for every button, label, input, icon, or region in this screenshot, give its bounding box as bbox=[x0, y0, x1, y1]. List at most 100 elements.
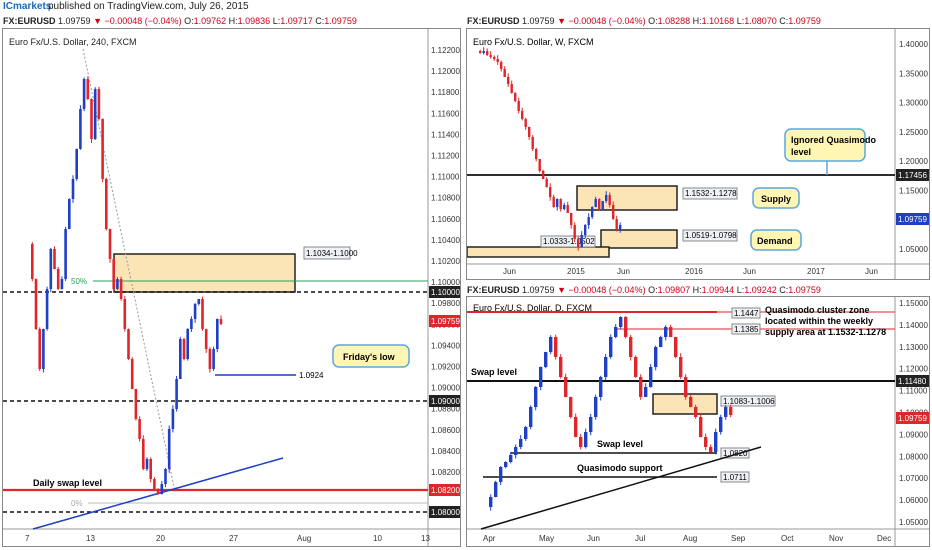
axis-tick-label: 1.05000 bbox=[899, 245, 928, 254]
axis-tick-label: 1.06000 bbox=[899, 496, 928, 505]
candle-body bbox=[669, 327, 673, 337]
time-tick-label: 27 bbox=[229, 534, 238, 543]
candle-body bbox=[64, 229, 67, 279]
low-zone-label: 1.0333-1.0502 bbox=[543, 237, 595, 246]
axis-tick-label: 1.05000 bbox=[899, 518, 928, 527]
daily-candles[interactable] bbox=[489, 316, 733, 511]
candle-body bbox=[93, 89, 97, 139]
candle-body bbox=[549, 187, 552, 197]
candle-body bbox=[212, 349, 215, 369]
candle-body bbox=[679, 357, 683, 377]
weekly-candles[interactable] bbox=[479, 47, 622, 251]
tag-1-17456 bbox=[896, 169, 929, 181]
candle-body bbox=[514, 93, 517, 101]
candle-body bbox=[684, 377, 688, 397]
candle-body bbox=[554, 337, 558, 357]
axis-tick-label: 1.08800 bbox=[431, 405, 460, 414]
candle-body bbox=[97, 89, 101, 119]
symbol: FX:EURUSD bbox=[467, 285, 520, 295]
chart-panel-h4[interactable]: Euro Fx/U.S. Dollar, 240, FXCM 1.1034-1.… bbox=[2, 28, 461, 547]
supply-zone-label: 1.1532-1.1278 bbox=[685, 189, 737, 198]
candle-body bbox=[482, 51, 485, 53]
weekly-supply-zone[interactable] bbox=[576, 185, 678, 211]
candle-body bbox=[729, 407, 733, 415]
candle-body bbox=[82, 79, 86, 109]
candle-body bbox=[608, 195, 611, 205]
candle-body bbox=[53, 249, 56, 269]
candle-body bbox=[153, 479, 156, 489]
qm-label-1447: 1.1447 bbox=[734, 309, 759, 318]
fib-0-label: 0% bbox=[71, 499, 83, 508]
fib-diagonal[interactable] bbox=[82, 48, 176, 493]
candle-body bbox=[34, 279, 38, 329]
candle-body bbox=[119, 279, 123, 299]
candle-body bbox=[186, 329, 189, 359]
last-price: 1.09759 bbox=[58, 16, 91, 26]
candle-body bbox=[201, 299, 204, 329]
axis-tick-label: 1.12000 bbox=[431, 67, 460, 76]
time-tick-label: Apr bbox=[483, 534, 496, 543]
time-tick-label: Aug bbox=[683, 534, 697, 543]
chart-panel-daily[interactable]: Euro Fx/U.S. Dollar, D, FXCM 1.1447 1.13… bbox=[466, 296, 930, 547]
tag-1-10000 bbox=[429, 286, 460, 298]
candle-body bbox=[493, 57, 496, 59]
last-price: 1.09759 bbox=[522, 285, 555, 295]
low-value: 1.09242 bbox=[744, 285, 777, 295]
time-tick-label: Jul bbox=[635, 534, 645, 543]
axis-tick-label: 1.30000 bbox=[899, 99, 928, 108]
close-value: 1.09759 bbox=[324, 16, 357, 26]
tag-text: 1.08000 bbox=[431, 508, 460, 517]
axis-tick-label: 1.10600 bbox=[431, 215, 460, 224]
candle-body bbox=[594, 199, 597, 207]
price-change: ▼ −0.00048 (−0.04%) bbox=[557, 285, 646, 295]
candle-body bbox=[127, 329, 130, 359]
high-value: 1.10168 bbox=[701, 16, 735, 26]
tag-text: 1.11480 bbox=[898, 377, 927, 386]
axis-tick-label: 1.09200 bbox=[431, 363, 460, 372]
symbol: FX:EURUSD bbox=[467, 16, 520, 26]
candle-body bbox=[724, 407, 728, 417]
candle-body bbox=[639, 377, 643, 397]
tag-current-price bbox=[896, 213, 929, 225]
candle-body bbox=[179, 339, 182, 379]
candle-body bbox=[509, 455, 513, 462]
time-tick-label: Aug bbox=[297, 534, 311, 543]
h4-candles[interactable] bbox=[31, 76, 223, 495]
candle-body bbox=[634, 357, 638, 377]
axis-tick-label: 1.11600 bbox=[431, 109, 460, 118]
zone-label: 1.1083-1.1006 bbox=[723, 397, 775, 406]
candle-body bbox=[699, 417, 703, 437]
candle-body bbox=[619, 225, 622, 229]
candle-body bbox=[709, 447, 713, 452]
candle-body bbox=[599, 377, 603, 397]
candle-body bbox=[674, 337, 678, 357]
candle-body bbox=[193, 304, 197, 319]
candle-body bbox=[142, 439, 145, 469]
low-value: 1.08070 bbox=[744, 16, 777, 26]
supply-callout bbox=[752, 187, 800, 209]
candle-body bbox=[60, 279, 64, 289]
axis-tick-label: 1.35000 bbox=[899, 69, 928, 78]
daily-trendline[interactable] bbox=[480, 446, 762, 530]
axis-tick-label: 1.08600 bbox=[431, 426, 460, 435]
zone-label-box bbox=[720, 395, 776, 407]
candle-body bbox=[539, 367, 543, 387]
time-tick-label: Oct bbox=[781, 534, 794, 543]
time-tick-label: Jun bbox=[743, 267, 756, 276]
candle-body bbox=[612, 205, 615, 219]
candle-body bbox=[108, 229, 112, 259]
tag-text: 1.17456 bbox=[898, 171, 927, 180]
chart-panel-weekly[interactable]: Euro Fx/U.S. Dollar, W, FXCM Ignored Qua… bbox=[466, 28, 930, 280]
axis-tick-label: 1.25000 bbox=[899, 128, 928, 137]
candle-body bbox=[566, 205, 569, 213]
h4-chart-svg[interactable]: Euro Fx/U.S. Dollar, 240, FXCM 1.1034-1.… bbox=[3, 29, 460, 546]
daily-chart-svg[interactable]: Euro Fx/U.S. Dollar, D, FXCM 1.1447 1.13… bbox=[467, 297, 929, 546]
brand-name[interactable]: ICmarkets bbox=[3, 1, 52, 12]
swap-level-label: Swap level bbox=[471, 367, 517, 377]
axis-tick-label: 1.08200 bbox=[431, 468, 460, 477]
supply-zone-box[interactable] bbox=[113, 253, 296, 293]
fridays-low-label: Friday's low bbox=[343, 352, 396, 362]
weekly-chart-svg[interactable]: Euro Fx/U.S. Dollar, W, FXCM Ignored Qua… bbox=[467, 29, 929, 279]
weekly-low-zone[interactable] bbox=[467, 246, 610, 258]
weekly-demand-zone[interactable] bbox=[600, 229, 678, 249]
